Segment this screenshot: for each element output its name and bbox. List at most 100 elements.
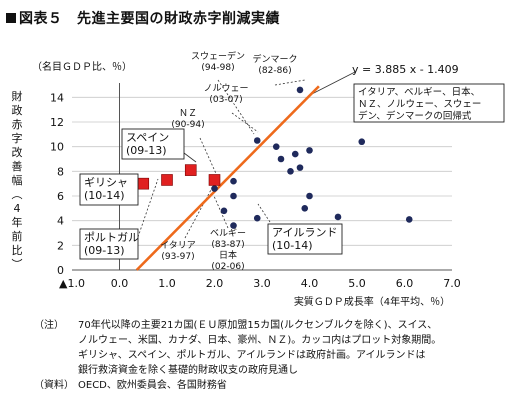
annotation-text: (02-06) xyxy=(211,262,244,272)
annotation-text: デンマーク xyxy=(252,53,297,65)
annotation-text: (90-94) xyxy=(171,120,204,130)
x-tick-label: 6.0 xyxy=(396,277,414,290)
annotation-text: ポルトガル xyxy=(84,231,139,244)
regression-note-text: デン、デンマークの回帰式 xyxy=(358,110,472,122)
annotation-text: ギリシャ xyxy=(84,176,128,189)
y-tick-labels: 0 2 4 6 8 10 12 14 xyxy=(50,91,64,277)
x-tick-label: 5.0 xyxy=(348,277,366,290)
plan-point xyxy=(184,164,197,176)
data-point xyxy=(358,138,366,146)
note-lead: （注） xyxy=(34,320,64,331)
note-item: （資料） OECD、欧州委員会、各国財務省 xyxy=(34,378,504,393)
annotation-box xyxy=(121,128,185,160)
data-point xyxy=(211,185,218,192)
figure-title-text: 図表５ 先進主要国の財政赤字削減実績 xyxy=(19,11,280,27)
y-axis-label-char: ︵ xyxy=(12,188,23,201)
note-line: ギリシャ、スペイン、ポルトガル、アイルランドは政府計画。アイルランドは xyxy=(78,350,426,361)
y-axis-label-char: 比 xyxy=(12,244,23,257)
data-point xyxy=(287,168,294,175)
x-tick-label: 2.0 xyxy=(206,277,224,290)
y-tick-label: 4 xyxy=(57,215,64,228)
data-point xyxy=(306,192,313,200)
note-lead: （資料） xyxy=(34,380,74,391)
y-axis-label-char: 改 xyxy=(12,145,23,159)
annotation-text: イタリア xyxy=(160,240,196,251)
annotation-text: (83-87) xyxy=(211,240,244,250)
plan-point xyxy=(208,174,221,186)
regression-equation: y = 3.885 x - 1.409 xyxy=(352,63,459,76)
annotation-text: 日本 xyxy=(219,249,237,261)
data-point xyxy=(230,222,237,229)
annotation-leader xyxy=(274,79,306,86)
y-tick-label: 14 xyxy=(50,91,64,104)
annotation-text: スペイン xyxy=(126,131,169,144)
y-axis-label-char: ︶ xyxy=(12,258,23,271)
regression-fit-line xyxy=(135,85,320,271)
annotation-text: (82-86) xyxy=(258,66,291,76)
title-square-icon xyxy=(6,13,16,23)
regression-note-text: イタリア、ベルギー、日本、 xyxy=(358,86,480,98)
data-point xyxy=(296,164,304,171)
note-line: ノルウェー、米国、カナダ、日本、豪州、ＮＺ)。カッコ内はプロット対象期間。 xyxy=(78,335,442,346)
annotation-text: (09-13) xyxy=(126,144,167,157)
x-tick-label: 3.0 xyxy=(253,277,271,290)
y-axis-label-char: 財 xyxy=(12,89,23,103)
annotation-text: (94-98) xyxy=(201,63,234,73)
x-tick-labels: ▲1.0 0.0 1.0 2.0 3.0 4.0 5.0 6.0 7.0 xyxy=(59,277,461,290)
x-tick-label: 1.0 xyxy=(158,277,176,290)
data-point xyxy=(277,155,285,163)
annotation-leader xyxy=(184,187,213,239)
x-tick-label: 4.0 xyxy=(301,277,319,290)
annotation-leader xyxy=(231,112,259,133)
data-points xyxy=(137,86,413,229)
annotation-leader xyxy=(199,137,219,179)
annotation-box xyxy=(267,223,343,255)
data-point xyxy=(230,192,237,200)
annotation-text: (10-14) xyxy=(84,189,125,202)
annotation-text: (09-13) xyxy=(84,244,125,257)
x-tick-label: 7.0 xyxy=(443,277,461,290)
note-item: （注） 70年代以降の主要21カ国(ＥＵ原加盟15カ国(ルクセンブルクを除く)、ス… xyxy=(34,318,504,378)
y-axis-label-char: 前 xyxy=(12,229,23,243)
y-tick-label: 0 xyxy=(57,264,64,277)
annotation-text: ノルウェー xyxy=(203,83,248,94)
note-line: OECD、欧州委員会、各国財務省 xyxy=(78,380,227,391)
data-point xyxy=(291,150,299,158)
note-text: 70年代以降の主要21カ国(ＥＵ原加盟15カ国(ルクセンブルクを除く)、スイス、… xyxy=(78,318,504,378)
data-point xyxy=(253,137,261,144)
annotation-box xyxy=(79,173,139,206)
y-tick-label: 8 xyxy=(57,165,64,178)
data-point xyxy=(220,207,228,215)
data-point xyxy=(334,213,342,221)
plan-point xyxy=(137,177,150,190)
y-axis-label-char: 年 xyxy=(12,215,23,229)
plan-point xyxy=(161,174,173,186)
annotation-text: ベルギー xyxy=(210,228,246,239)
regression-line xyxy=(135,85,320,271)
note-text: OECD、欧州委員会、各国財務省 xyxy=(78,378,504,393)
equation-leader xyxy=(307,71,356,97)
note-line: 銀行救済資金を除く基礎的財政収支の政府見通し xyxy=(78,365,298,376)
x-tick-label: 0.0 xyxy=(111,277,129,290)
data-point xyxy=(306,147,313,154)
data-point xyxy=(405,216,413,223)
y-tick-label: 6 xyxy=(57,190,64,203)
annotations: スウェーデン(94-98)デンマーク(82-86)ノルウェー(03-07)ＮＺ(… xyxy=(79,50,505,272)
y-tick-label: 10 xyxy=(50,141,64,154)
annotation-text: (93-97) xyxy=(161,252,194,262)
y-axis-label-char: 4 xyxy=(14,202,21,215)
annotation-text: (10-14) xyxy=(272,239,313,252)
annotation-text: スウェーデン xyxy=(191,50,245,62)
y-axis-label-char: 幅 xyxy=(12,174,23,187)
x-axis-label: 実質ＧＤＰ成長率（4年平均、％） xyxy=(294,295,450,308)
y-axis-label-char: 字 xyxy=(12,131,23,145)
y-tick-label: 12 xyxy=(50,116,64,129)
notes-section: （注） 70年代以降の主要21カ国(ＥＵ原加盟15カ国(ルクセンブルクを除く)、ス… xyxy=(34,318,504,393)
annotation-leader xyxy=(183,152,197,163)
data-point xyxy=(301,205,309,212)
data-point xyxy=(230,177,237,185)
annotation-box xyxy=(79,228,139,260)
annotation-leader xyxy=(217,79,255,135)
